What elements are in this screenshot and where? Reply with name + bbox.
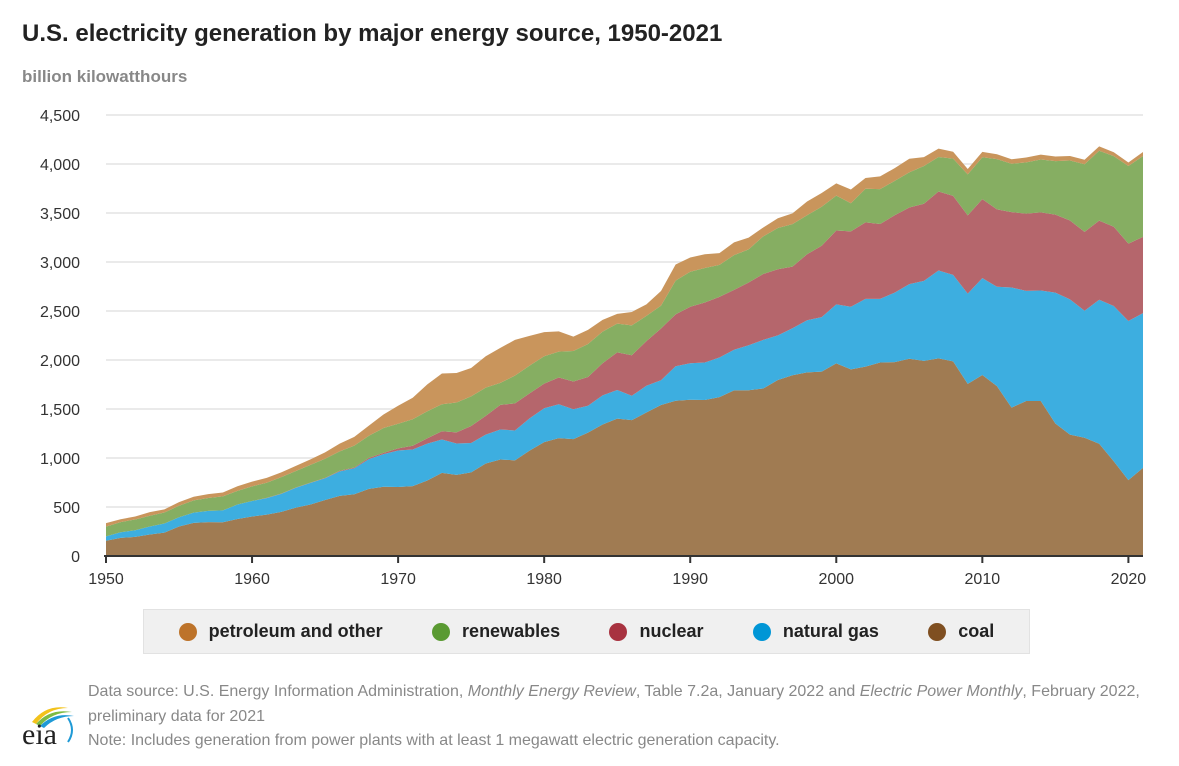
y-tick-label: 3,000: [40, 255, 80, 272]
stacked-area-chart: 0 500 1,000 1,500 2,000 2,500 3,000 3,500 4,000 4…: [40, 108, 1147, 588]
capacity-note: Note: Includes generation from power pla…: [88, 732, 780, 749]
x-tick-label: 1980: [526, 571, 562, 588]
area-natural-gas: [106, 270, 1143, 541]
y-tick-label: 3,500: [40, 206, 80, 223]
x-tick-label: 2000: [818, 571, 854, 588]
y-tick-label: 1,000: [40, 451, 80, 468]
legend-label: natural gas: [782, 621, 879, 641]
y-tick-label: 1,500: [40, 402, 80, 419]
footer: Data source: U.S. Energy Information Adm…: [88, 680, 1148, 754]
legend-swatch: [928, 622, 947, 641]
y-axis-unit-label: billion kilowatthours: [22, 67, 188, 86]
legend-label: nuclear: [639, 621, 704, 641]
area-petroleum-and-other: [106, 146, 1143, 527]
x-tick-label: 1970: [380, 571, 416, 588]
chart-title: U.S. electricity generation by major ene…: [22, 20, 723, 47]
legend: petroleum and other renewables nuclear natu…: [143, 609, 1030, 654]
y-tick-label: 0: [71, 549, 80, 566]
legend-swatch: [752, 622, 771, 641]
legend-swatch: [609, 622, 628, 641]
legend-item-coal[interactable]: coal: [928, 621, 994, 642]
x-tick-label: 1960: [234, 571, 270, 588]
y-tick-label: 4,000: [40, 157, 80, 174]
svg-text:eia: eia: [22, 718, 57, 750]
eia-logo: eia: [18, 700, 78, 755]
legend-item-natural-gas[interactable]: natural gas: [752, 621, 879, 642]
legend-item-petroleum-and-other[interactable]: petroleum and other: [178, 621, 383, 642]
legend-label: renewables: [462, 621, 561, 641]
area-nuclear: [106, 191, 1143, 537]
legend-swatch: [432, 622, 451, 641]
legend-label: petroleum and other: [208, 621, 383, 641]
x-tick-label: 2020: [1111, 571, 1147, 588]
y-tick-label: 2,500: [40, 304, 80, 321]
x-tick-label: 1950: [88, 571, 124, 588]
x-tick-label: 1990: [672, 571, 708, 588]
y-tick-label: 2,000: [40, 353, 80, 370]
area-renewables: [106, 150, 1143, 537]
legend-swatch: [178, 622, 197, 641]
x-tick-label: 2010: [965, 571, 1001, 588]
legend-item-nuclear[interactable]: nuclear: [609, 621, 704, 642]
legend-item-renewables[interactable]: renewables: [432, 621, 560, 642]
area-coal: [106, 358, 1143, 556]
y-tick-label: 4,500: [40, 108, 80, 125]
legend-label: coal: [958, 621, 995, 641]
data-source-note: Data source: U.S. Energy Information Adm…: [88, 683, 1140, 725]
y-tick-label: 500: [53, 500, 80, 517]
